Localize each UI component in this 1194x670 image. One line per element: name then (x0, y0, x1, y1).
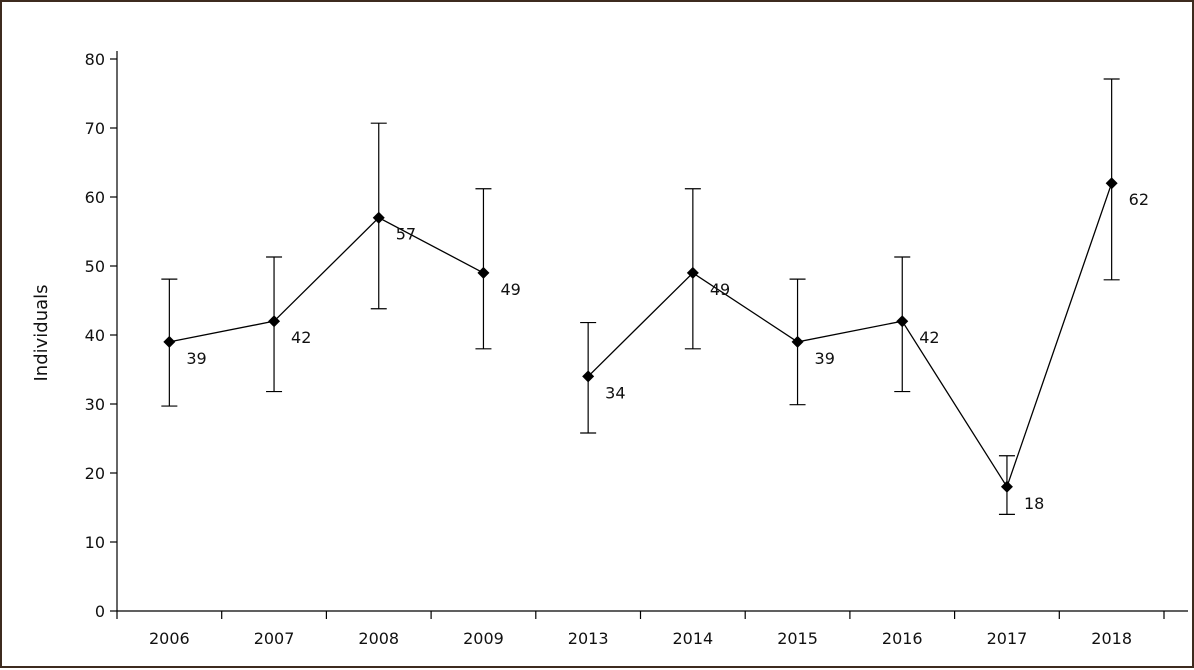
series-line-segment-1 (169, 216, 484, 343)
data-labels: 39 42 57 49 34 49 39 42 18 62 (186, 190, 1149, 513)
data-label-2008: 57 (396, 225, 416, 244)
data-point-2018 (1105, 177, 1118, 190)
y-tick-label: 30 (85, 395, 105, 414)
data-label-2018: 62 (1129, 190, 1149, 209)
data-label-2017: 18 (1024, 494, 1044, 513)
data-label-2015: 39 (815, 349, 835, 368)
x-tick-label-2013: 2013 (568, 629, 609, 648)
y-tick-label: 60 (85, 188, 105, 207)
x-tick-label-2006: 2006 (149, 629, 190, 648)
data-points (163, 177, 1118, 493)
data-point-2007 (268, 315, 281, 328)
series-line-segment-2 (587, 182, 1113, 489)
data-point-2017 (1000, 480, 1013, 493)
y-tick-label: 50 (85, 257, 105, 276)
data-label-2007: 42 (291, 328, 311, 347)
data-label-2016: 42 (919, 328, 939, 347)
y-axis: 0 10 20 30 40 50 60 70 80 (85, 50, 118, 621)
x-tick-label-2018: 2018 (1091, 629, 1132, 648)
data-label-2006: 39 (186, 349, 206, 368)
data-point-2006 (163, 335, 176, 348)
y-tick-label: 0 (95, 602, 105, 621)
data-point-2015 (791, 335, 804, 348)
x-tick-label-2007: 2007 (254, 629, 295, 648)
data-point-2009 (477, 266, 490, 279)
y-tick-label: 40 (85, 326, 105, 345)
data-label-2009: 49 (500, 280, 520, 299)
x-tick-label-2017: 2017 (987, 629, 1028, 648)
x-tick-label-2014: 2014 (672, 629, 713, 648)
y-tick-label: 20 (85, 464, 105, 483)
y-tick-label: 10 (85, 533, 105, 552)
error-bars (161, 78, 1120, 516)
x-tick-label-2008: 2008 (358, 629, 399, 648)
x-tick-label-2015: 2015 (777, 629, 818, 648)
data-label-2014: 49 (710, 280, 730, 299)
data-point-2014 (686, 266, 699, 279)
y-tick-label: 80 (85, 50, 105, 69)
x-tick-label-2016: 2016 (882, 629, 923, 648)
data-point-2016 (896, 315, 909, 328)
x-tick-label-2009: 2009 (463, 629, 504, 648)
x-axis: 2006 2007 2008 2009 2013 2014 2015 2016 2017 2018 (116, 610, 1188, 648)
data-label-2013: 34 (605, 383, 625, 402)
data-point-2013 (582, 370, 595, 383)
y-axis-title: Individuals (31, 284, 52, 381)
y-tick-label: 70 (85, 119, 105, 138)
data-point-2008 (372, 211, 385, 224)
series-lines (169, 182, 1113, 489)
